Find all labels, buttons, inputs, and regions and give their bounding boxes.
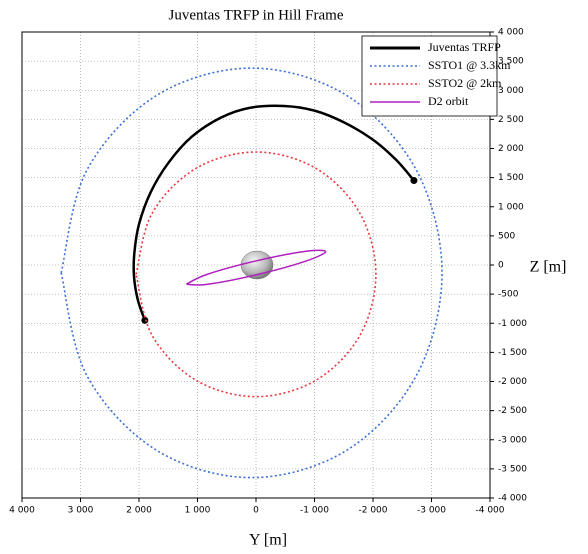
y-tick-label: 500 (498, 231, 515, 241)
end-marker (141, 316, 149, 324)
y-tick-label: -4 000 (498, 494, 527, 504)
y-tick-label: -1 500 (498, 348, 527, 358)
x-tick-label: -3 000 (417, 506, 446, 516)
y-tick-label: -1 000 (498, 319, 527, 329)
y-tick-label: 2 000 (498, 144, 524, 154)
series-line (132, 104, 415, 321)
y-tick-label: -3 500 (498, 464, 527, 474)
chart-title: Juventas TRFP in Hill Frame (168, 7, 343, 23)
legend: Juventas TRFP SSTO1 @ 3.3km SSTO2 @ 2km D2 … (361, 35, 511, 117)
series-line (186, 249, 327, 286)
legend-label: SSTO2 @ 2km (428, 76, 502, 90)
plot-frame (21, 31, 491, 499)
y-tick-label: -500 (498, 290, 519, 300)
y-tick-label: -2 500 (498, 406, 527, 416)
x-tick-label: 1 000 (185, 506, 211, 516)
legend-label: D2 orbit (428, 94, 469, 108)
y-tick-label: 1 500 (498, 173, 524, 183)
x-tick-label: 3 000 (68, 506, 94, 516)
y-axis-label: Z [m] (530, 259, 567, 276)
x-axis-label: Y [m] (249, 532, 287, 549)
y-tick-label: -2 000 (498, 377, 527, 387)
y-tick-label: 0 (498, 261, 504, 271)
y-tick-label: -3 000 (498, 435, 527, 445)
legend-label: Juventas TRFP (428, 40, 501, 54)
x-tick-label: -2 000 (358, 506, 387, 516)
legend-label: SSTO1 @ 3.3km (428, 58, 511, 72)
y-tick-label: 3 000 (498, 86, 524, 96)
series-line (135, 151, 377, 398)
y-tick-label: 2 500 (498, 115, 524, 125)
end-marker (410, 177, 418, 185)
x-tick-label: 4 000 (9, 506, 35, 516)
y-tick-label: 3 500 (498, 57, 524, 67)
x-tick-label: 2 000 (126, 506, 152, 516)
x-tick-label: -1 000 (300, 506, 329, 516)
y-tick-label: 4 000 (498, 28, 524, 38)
y-tick-label: 1 000 (498, 202, 524, 212)
x-tick-label: 0 (253, 506, 259, 516)
x-tick-label: -4 000 (475, 506, 504, 516)
